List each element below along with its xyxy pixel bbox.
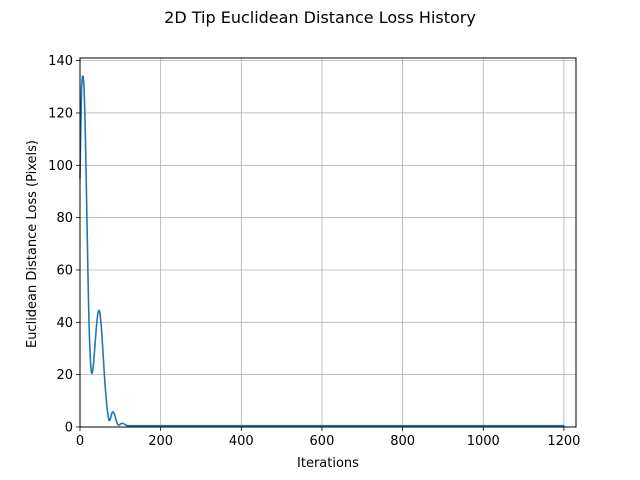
y-tick-label: 140 bbox=[48, 54, 73, 69]
series-layer bbox=[79, 75, 565, 427]
y-tick-label: 60 bbox=[56, 263, 73, 278]
x-tick-label: 200 bbox=[148, 434, 173, 449]
x-axis-label: Iterations bbox=[297, 456, 359, 471]
plot-frame bbox=[79, 57, 577, 428]
y-tick-label: 100 bbox=[48, 159, 73, 174]
y-tick-label: 20 bbox=[56, 368, 73, 383]
tick-layer: 0 200 400 600 800 1000 1200 0 20 40 60 80 100 120 140 bbox=[48, 54, 580, 449]
y-tick-label: 80 bbox=[56, 211, 73, 226]
y-axis-label: Euclidean Distance Loss (Pixels) bbox=[25, 140, 40, 348]
x-tick-label: 1000 bbox=[467, 434, 500, 449]
x-tick-label: 400 bbox=[229, 434, 254, 449]
x-tick-label: 600 bbox=[310, 434, 335, 449]
y-tick-label: 120 bbox=[48, 106, 73, 121]
x-tick-label: 800 bbox=[390, 434, 415, 449]
y-tick-label: 0 bbox=[65, 421, 73, 436]
y-tick-label: 40 bbox=[56, 316, 73, 331]
grid bbox=[79, 58, 576, 428]
x-tick-label: 0 bbox=[76, 434, 84, 449]
loss-series-line bbox=[79, 75, 565, 427]
x-tick-label: 1200 bbox=[547, 434, 580, 449]
chart-title: 2D Tip Euclidean Distance Loss History bbox=[164, 8, 476, 27]
